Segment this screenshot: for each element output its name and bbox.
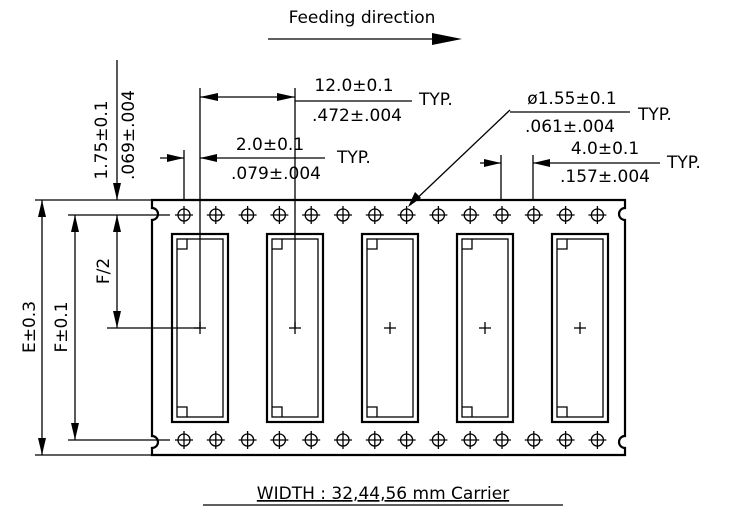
dim-metric: 4.0±0.1 [571, 139, 639, 159]
dim-metric: 1.75±0.1 [92, 100, 112, 179]
pocket-corner [177, 406, 188, 417]
caption: WIDTH : 32,44,56 mm Carrier [257, 484, 509, 504]
dim-inch: .472±.004 [312, 106, 402, 126]
pocket [455, 232, 515, 424]
holes [175, 206, 607, 449]
pocket-corner [367, 239, 378, 250]
pocket [360, 232, 420, 424]
hole-diameter-dimension: ø1.55±0.1 .061±.004 TYP. [408, 89, 672, 207]
width-dimensions: E±0.3 F±0.1 [20, 199, 170, 456]
pocket-corner [557, 406, 568, 417]
pocket-inner [366, 238, 414, 418]
dim-note: TYP. [418, 90, 453, 110]
dim-note: TYP. [336, 148, 371, 168]
dim-f: F±0.1 [52, 301, 72, 352]
dim-note: TYP. [637, 105, 672, 125]
pocket-inner [556, 238, 604, 418]
arrow-head [432, 33, 462, 45]
hole-pocket-dimension: 2.0±0.1 .079±.004 TYP. [160, 135, 371, 200]
pocket-inner [461, 238, 509, 418]
pocket [550, 232, 610, 424]
dim-inch: .069±.004 [119, 90, 139, 180]
dim-note: TYP. [666, 153, 701, 173]
hole-pitch-dimension: 4.0±0.1 .157±.004 TYP. [480, 139, 701, 200]
pocket-corner [557, 239, 568, 250]
dim-metric: ø1.55±0.1 [527, 89, 617, 109]
title: Feeding direction [289, 8, 436, 28]
dim-metric: 2.0±0.1 [236, 135, 304, 155]
dim-inch: .079±.004 [231, 164, 321, 184]
pocket-corner [462, 406, 473, 417]
pocket-corner [272, 406, 283, 417]
pocket-corner [177, 239, 188, 250]
pocket-corner [462, 239, 473, 250]
pitch-dimension: 12.0±0.1 .472±.004 TYP. [199, 76, 453, 328]
pocket-corner [367, 406, 378, 417]
dim-e: E±0.3 [20, 301, 40, 353]
pockets [170, 232, 610, 424]
dim-inch: .061±.004 [525, 117, 615, 137]
tape [150, 198, 627, 457]
dim-metric: 12.0±0.1 [314, 76, 393, 96]
dim-inch: .157±.004 [560, 167, 650, 187]
vertical-dimensions: 1.75±0.1 .069±.004 F/2 [92, 60, 200, 329]
dim-half-f: F/2 [94, 258, 114, 284]
pocket-corner [272, 239, 283, 250]
